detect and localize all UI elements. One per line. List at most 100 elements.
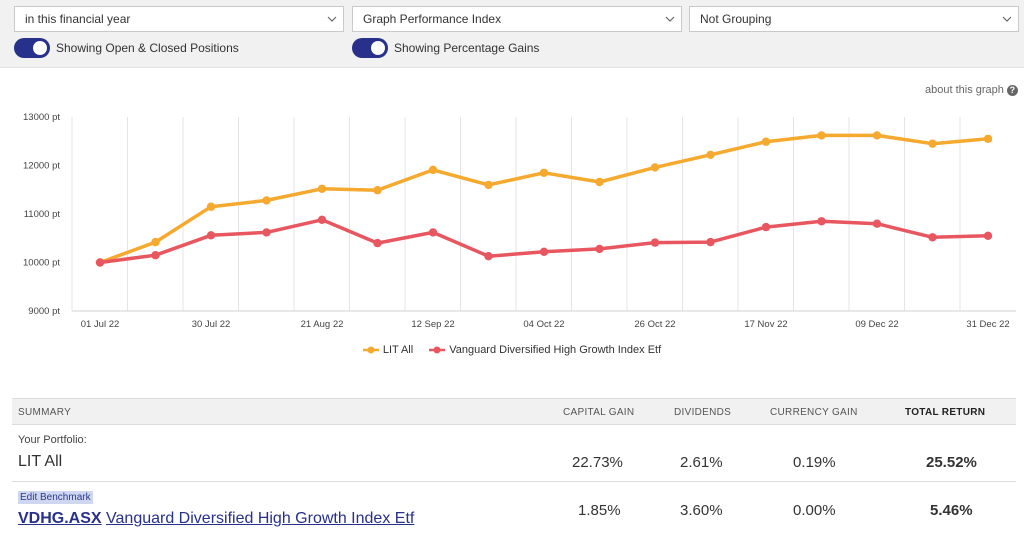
benchmark-total-return: 5.46% [930, 502, 973, 519]
about-graph-text: about this graph [925, 84, 1004, 96]
y-tick-label: 10000 pt [23, 258, 60, 269]
toggle-open-closed-positions[interactable]: Showing Open & Closed Positions [14, 38, 239, 58]
data-point-series-0 [928, 139, 937, 148]
toggle-knob [371, 41, 385, 55]
legend-item-benchmark[interactable]: Vanguard Diversified High Growth Index E… [429, 344, 661, 356]
benchmark-ticker-link[interactable]: VDHG.ASX [18, 510, 102, 527]
performance-chart: 9000 pt 10000 pt 11000 pt 12000 pt 13000 pt 0… [23, 112, 1016, 330]
legend-marker-benchmark [429, 346, 446, 354]
data-point-series-0 [761, 137, 771, 146]
data-point-series-1 [539, 247, 549, 257]
x-tick-label: 21 Aug 22 [301, 319, 344, 330]
header-total-return: TOTAL RETURN [905, 407, 986, 418]
portfolio-total-return: 25.52% [926, 454, 977, 471]
about-graph-link[interactable]: about this graph ? [925, 84, 1018, 96]
benchmark-name-link[interactable]: Vanguard Diversified High Growth Index E… [106, 510, 415, 527]
header-currency-gain: CURRENCY GAIN [770, 407, 858, 418]
header-capital-gain: CAPITAL GAIN [563, 407, 635, 418]
data-point-series-1 [761, 222, 771, 232]
portfolio-currency-gain: 0.19% [793, 454, 836, 471]
data-point-series-0 [317, 184, 327, 193]
graph-type-select-value: Graph Performance Index [363, 12, 502, 26]
data-point-series-0 [817, 131, 826, 140]
data-point-series-0 [595, 177, 604, 187]
data-point-series-0 [206, 202, 216, 211]
period-select-value: in this financial year [25, 12, 131, 26]
toggle-positions-label: Showing Open & Closed Positions [56, 41, 239, 55]
grouping-select-value: Not Grouping [700, 12, 772, 26]
series-line-0 [98, 133, 990, 265]
y-tick-label: 13000 pt [23, 112, 60, 123]
header-dividends: DIVIDENDS [674, 407, 732, 418]
x-tick-label: 26 Oct 22 [634, 319, 675, 330]
portfolio-label: Your Portfolio: [18, 434, 87, 446]
data-point-series-0 [484, 180, 493, 190]
x-tick-label: 09 Dec 22 [855, 319, 898, 330]
toggle-percentage-gains[interactable]: Showing Percentage Gains [352, 38, 539, 58]
data-point-series-1 [151, 251, 160, 260]
benchmark-title: VDHG.ASX Vanguard Diversified High Growt… [18, 510, 414, 528]
data-point-series-1 [206, 231, 216, 240]
toggle-gains-label: Showing Percentage Gains [394, 41, 540, 55]
data-point-series-0 [373, 186, 382, 195]
toggle-switch[interactable] [352, 38, 388, 58]
portfolio-name: LIT All [18, 453, 63, 470]
benchmark-currency-gain: 0.00% [793, 502, 836, 519]
legend-marker-portfolio [362, 346, 379, 354]
header-summary: SUMMARY [18, 407, 72, 418]
x-tick-label: 04 Oct 22 [523, 319, 564, 330]
benchmark-dividends: 3.60% [680, 502, 723, 519]
data-point-series-0 [983, 134, 993, 144]
x-tick-label: 01 Jul 22 [81, 319, 120, 330]
data-point-series-1 [928, 233, 937, 242]
controls-bar: in this financial year Graph Performance… [0, 0, 1024, 68]
toggle-knob [33, 41, 47, 55]
data-point-series-1 [872, 219, 882, 228]
edit-benchmark-link[interactable]: Edit Benchmark [18, 491, 93, 504]
data-point-series-0 [706, 150, 715, 160]
data-point-series-0 [650, 163, 660, 172]
legend-label-benchmark: Vanguard Diversified High Growth Index E… [449, 344, 662, 356]
chevron-down-icon [1002, 16, 1012, 22]
data-point-series-1 [428, 228, 438, 237]
data-point-series-0 [428, 165, 438, 175]
data-point-series-1 [262, 228, 271, 237]
grouping-select[interactable]: Not Grouping [689, 6, 1019, 32]
data-point-series-0 [872, 131, 882, 140]
x-tick-label: 17 Nov 22 [744, 319, 787, 330]
legend-label-portfolio: LIT All [382, 344, 414, 356]
help-icon: ? [1006, 84, 1018, 96]
period-select[interactable]: in this financial year [14, 6, 344, 32]
data-point-series-1 [706, 237, 715, 247]
x-tick-label: 12 Sep 22 [411, 319, 454, 330]
data-point-series-1 [484, 251, 493, 261]
data-point-series-0 [151, 237, 160, 247]
data-point-series-1 [95, 258, 105, 267]
graph-type-select[interactable]: Graph Performance Index [352, 6, 682, 32]
y-tick-label: 9000 pt [28, 306, 60, 317]
data-point-series-1 [595, 244, 604, 254]
summary-row-portfolio: Your Portfolio: LIT All 22.73% 2.61% 0.1… [12, 425, 1016, 482]
toggle-switch[interactable] [14, 38, 50, 58]
data-point-series-1 [650, 238, 660, 247]
data-point-series-1 [983, 231, 993, 241]
portfolio-capital-gain: 22.73% [572, 454, 623, 471]
summary-row-benchmark: Edit Benchmark VDHG.ASX Vanguard Diversi… [12, 483, 1016, 538]
y-tick-label: 11000 pt [24, 209, 61, 220]
x-tick-label: 30 Jul 22 [192, 319, 231, 330]
chevron-down-icon [327, 16, 337, 22]
legend-item-portfolio[interactable]: LIT All [362, 344, 414, 356]
data-point-series-1 [817, 217, 826, 226]
data-point-series-1 [317, 215, 327, 225]
chevron-down-icon [665, 16, 675, 22]
data-point-series-0 [262, 196, 271, 205]
portfolio-dividends: 2.61% [680, 454, 723, 471]
y-tick-label: 12000 pt [23, 161, 60, 172]
data-point-series-1 [373, 238, 382, 248]
summary-header: SUMMARY CAPITAL GAIN DIVIDENDS CURRENCY … [12, 398, 1016, 425]
benchmark-capital-gain: 1.85% [578, 502, 621, 519]
data-point-series-0 [539, 168, 549, 177]
chart-legend: LIT All Vanguard Diversified High Growth… [0, 344, 1024, 356]
x-tick-label: 31 Dec 22 [966, 319, 1009, 330]
series-line-1 [98, 218, 990, 265]
